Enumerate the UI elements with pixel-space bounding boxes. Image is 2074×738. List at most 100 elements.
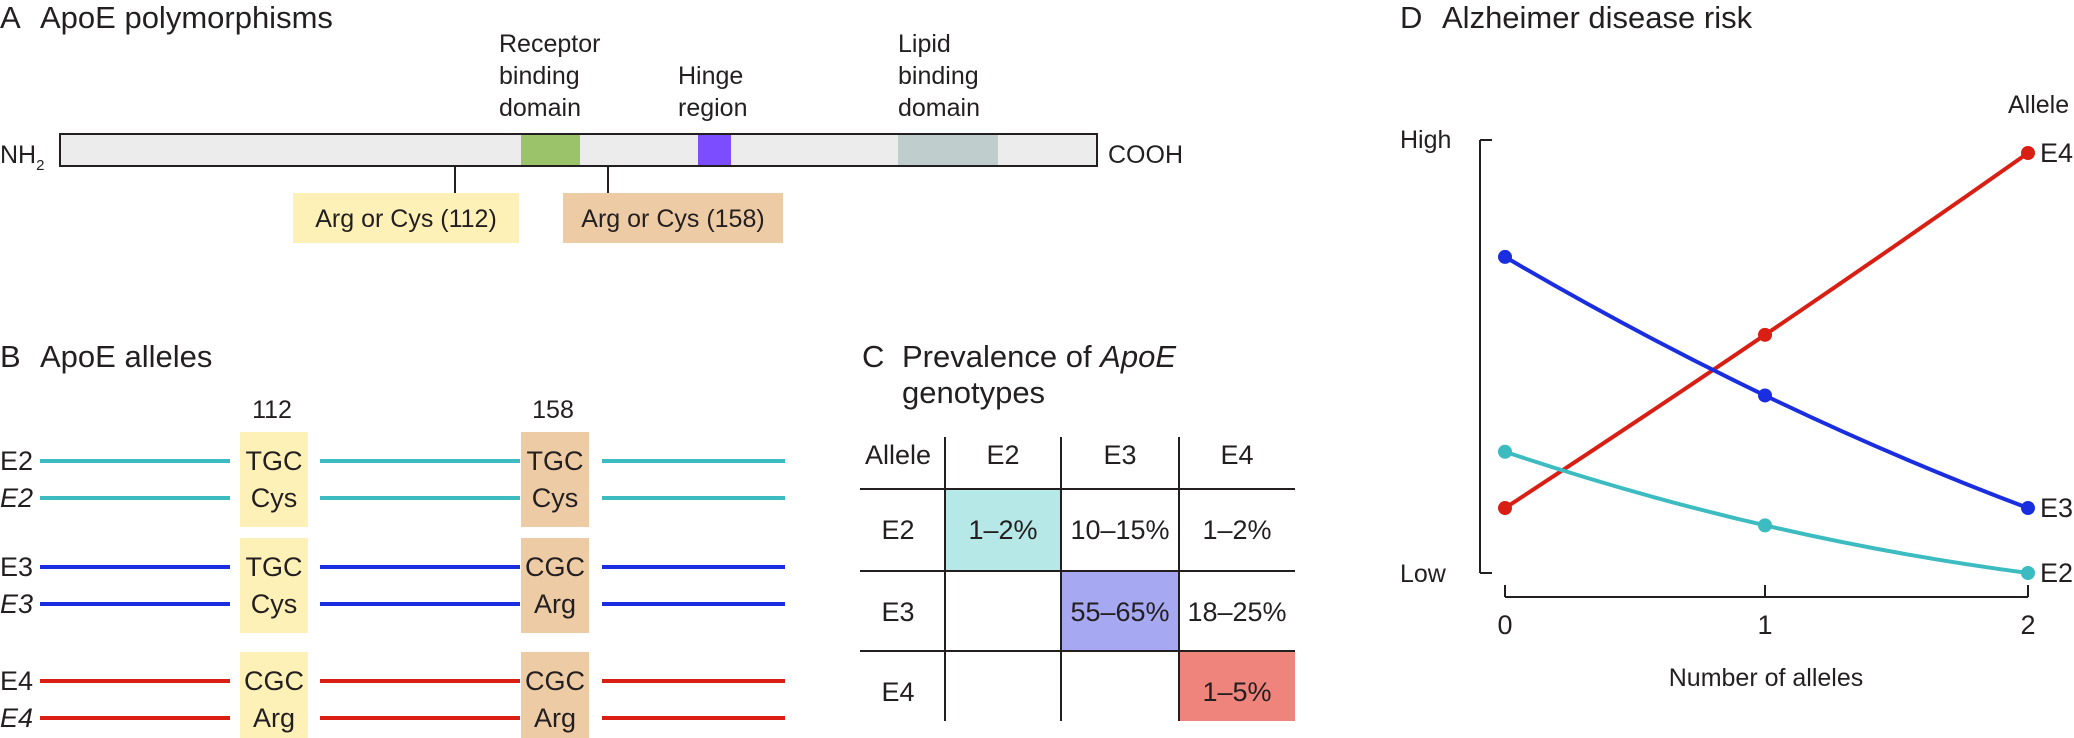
x-tick-label: 2: [2020, 610, 2035, 640]
allele-label: E3: [0, 552, 33, 582]
site-112-box: [293, 193, 519, 243]
panel-a-title: ApoE polymorphisms: [40, 0, 333, 35]
panel-c-title-line2: genotypes: [902, 375, 1045, 410]
amino-acid-112: Cys: [251, 589, 298, 619]
genotype-table: Allele E2 E3 E4 E2 1–2% 10–15% 1–2% E3 55–65% 18–2…: [860, 437, 1295, 721]
data-point-e4: [1758, 327, 1772, 342]
panel-c-title-line1: Prevalence of ApoE: [902, 339, 1176, 374]
codon-158: CGC: [525, 552, 585, 582]
highlight-e4-e4: [1179, 651, 1295, 721]
lipid-label-line: binding: [898, 62, 979, 90]
allele-rows: E2 E2 TGC Cys TGC Cys E3 E3 TGC Cys CGC Arg E4 E4 CGC A…: [0, 432, 785, 738]
amino-acid-112: Arg: [253, 703, 295, 733]
table-row-header: E3: [881, 597, 914, 627]
lipid-label-line: domain: [898, 94, 980, 122]
nh2-label: NH2: [0, 141, 44, 174]
receptor-label-line: Receptor: [499, 30, 600, 58]
data-point-e2: [1498, 444, 1512, 459]
allele-label: E2: [0, 446, 33, 476]
amino-acid-158: Arg: [534, 703, 576, 733]
panel-d: D Alzheimer disease risk Allele High Low…: [1400, 0, 2073, 692]
panel-b-title: ApoE alleles: [40, 339, 212, 374]
codon-158: CGC: [525, 666, 585, 696]
series-label-e3: E3: [2040, 493, 2073, 523]
hinge-label-line: region: [678, 94, 748, 122]
hinge-domain: [698, 135, 731, 165]
data-point-e2: [1758, 518, 1772, 533]
data-point-e4: [1498, 501, 1512, 516]
receptor-label-line: domain: [499, 94, 581, 122]
risk-chart: 0 1 2 E4 E3 E2: [1479, 138, 2073, 640]
series-line-e2: [1504, 449, 2029, 575]
data-point-e4: [2021, 145, 2035, 160]
codon-112-box: [240, 652, 308, 738]
position-158-label: 158: [532, 396, 574, 424]
receptor-domain: [521, 135, 580, 165]
panel-a: A ApoE polymorphisms Receptor binding do…: [0, 0, 1183, 243]
table-cell: 10–15%: [1070, 515, 1169, 545]
cooh-label: COOH: [1108, 141, 1183, 169]
amino-acid-158: Cys: [532, 483, 579, 513]
table-cell: 1–2%: [968, 515, 1037, 545]
allele-label: E4: [0, 666, 33, 696]
table-cell: 1–5%: [1202, 677, 1271, 707]
hinge-label: Hinge region: [678, 62, 748, 122]
position-112-label: 112: [252, 396, 292, 424]
y-low-label: Low: [1400, 560, 1447, 588]
table-cell: 1–2%: [1202, 515, 1271, 545]
site-112-label: Arg or Cys (112): [315, 205, 497, 233]
series-label-e4: E4: [2040, 138, 2073, 168]
codon-112-box: [240, 538, 308, 633]
panel-d-title: Alzheimer disease risk: [1442, 0, 1753, 35]
panel-d-letter: D: [1400, 0, 1422, 35]
table-cell: 18–25%: [1187, 597, 1286, 627]
lipid-label-line: Lipid: [898, 30, 951, 58]
codon-112: TGC: [246, 446, 303, 476]
x-tick-label: 0: [1497, 610, 1512, 640]
legend-title: Allele: [2008, 91, 2069, 119]
codon-158-box: [521, 538, 589, 633]
receptor-label-line: binding: [499, 62, 580, 90]
data-point-e3: [1758, 388, 1772, 403]
data-point-e2: [2021, 566, 2035, 580]
codon-158: TGC: [527, 446, 584, 476]
table-row-header: E2: [881, 515, 914, 545]
receptor-label: Receptor binding domain: [499, 30, 600, 122]
highlight-e2-e2: [945, 489, 1061, 571]
lipid-label: Lipid binding domain: [898, 30, 980, 122]
y-high-label: High: [1400, 126, 1451, 154]
lipid-domain: [898, 135, 998, 165]
site-158-label: Arg or Cys (158): [581, 205, 764, 233]
table-column-header: E2: [986, 440, 1019, 470]
panel-a-letter: A: [0, 0, 21, 35]
x-tick-label: 1: [1757, 610, 1772, 640]
codon-158-box: [521, 432, 589, 527]
table-row-header: E4: [881, 677, 914, 707]
site-158-box: [563, 193, 783, 243]
table-column-header: E4: [1220, 440, 1253, 470]
table-cell: 55–65%: [1070, 597, 1169, 627]
data-point-e3: [2021, 501, 2035, 516]
table-corner-label: Allele: [865, 440, 931, 470]
panel-b-letter: B: [0, 339, 21, 374]
panel-c-letter: C: [862, 339, 884, 374]
panel-b: B ApoE alleles 112 158 E2E2TGCCysTGCCysE…: [0, 339, 785, 738]
amino-acid-112: Cys: [251, 483, 298, 513]
table-column-header: E3: [1103, 440, 1136, 470]
codon-158-box: [521, 652, 589, 738]
series-label-e2: E2: [2040, 558, 2073, 588]
allele-label-italic: E3: [0, 589, 33, 619]
codon-112-box: [240, 432, 308, 527]
amino-acid-158: Arg: [534, 589, 576, 619]
x-axis-label: Number of alleles: [1669, 664, 1864, 692]
series-line-e3: [1503, 255, 2029, 510]
hinge-label-line: Hinge: [678, 62, 743, 90]
allele-label-italic: E2: [0, 483, 33, 513]
highlight-e3-e3: [1061, 571, 1179, 651]
codon-112: TGC: [246, 552, 303, 582]
panel-c: C Prevalence of ApoE genotypes Allele E2 E…: [860, 339, 1295, 721]
allele-label-italic: E4: [0, 703, 33, 733]
codon-112: CGC: [244, 666, 304, 696]
data-point-e3: [1498, 249, 1512, 264]
